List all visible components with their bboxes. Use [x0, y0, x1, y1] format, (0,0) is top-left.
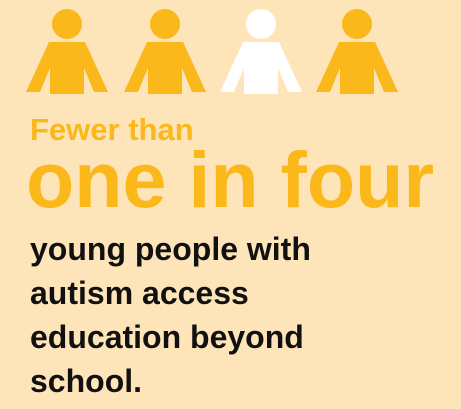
person-icon	[24, 8, 110, 98]
people-figures-row	[24, 8, 404, 98]
person-icon	[314, 8, 400, 98]
description-line: education beyond	[30, 319, 304, 355]
person-icon	[122, 8, 208, 98]
person-icon-highlighted	[218, 8, 304, 98]
description-line: school.	[30, 363, 143, 399]
stat-description: young people with autism access educatio…	[30, 227, 450, 403]
description-line: young people with	[30, 231, 311, 267]
description-line: autism access	[30, 275, 249, 311]
stat-headline: one in four	[26, 135, 435, 224]
stat-lead-text: Fewer than	[30, 112, 194, 147]
